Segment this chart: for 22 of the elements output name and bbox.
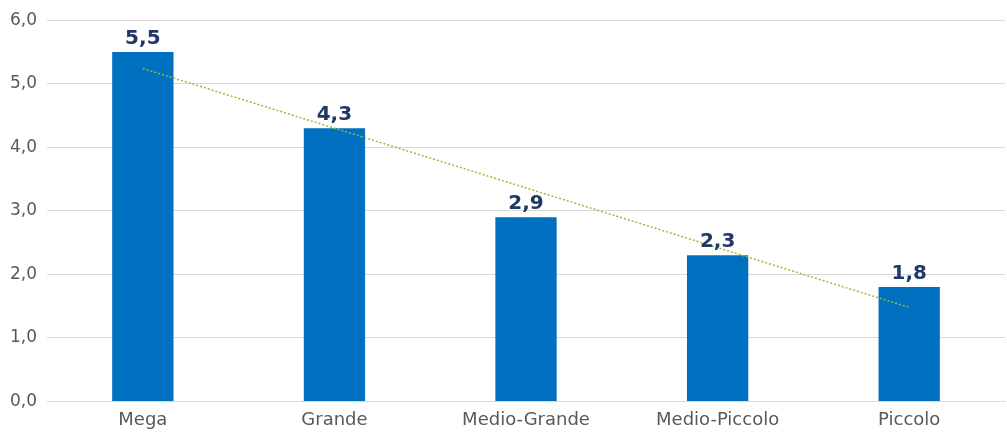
x-tick-label: Medio-Piccolo xyxy=(656,407,780,429)
y-tick-label: 6,0 xyxy=(9,8,38,29)
y-tick-label: 4,0 xyxy=(9,135,38,156)
y-tick-label: 1,0 xyxy=(9,326,38,347)
x-tick-label: Grande xyxy=(301,407,368,429)
data-label: 2,3 xyxy=(699,228,736,253)
y-tick-label: 2,0 xyxy=(9,262,38,283)
data-label: 2,9 xyxy=(508,190,544,215)
x-tick-label: Medio-Grande xyxy=(462,407,590,429)
x-tick-label: Mega xyxy=(118,407,168,429)
data-label: 4,3 xyxy=(316,101,353,126)
bar xyxy=(686,255,749,401)
data-label: 5,5 xyxy=(125,25,161,50)
x-tick-label: Piccolo xyxy=(878,407,941,429)
bar xyxy=(112,51,174,401)
bar xyxy=(303,128,366,401)
data-label: 1,8 xyxy=(891,260,927,285)
y-tick-label: 0,0 xyxy=(9,389,38,410)
bar xyxy=(878,287,940,401)
bar xyxy=(495,217,557,401)
y-tick-label: 5,0 xyxy=(9,72,38,93)
y-tick-label: 3,0 xyxy=(9,199,38,220)
